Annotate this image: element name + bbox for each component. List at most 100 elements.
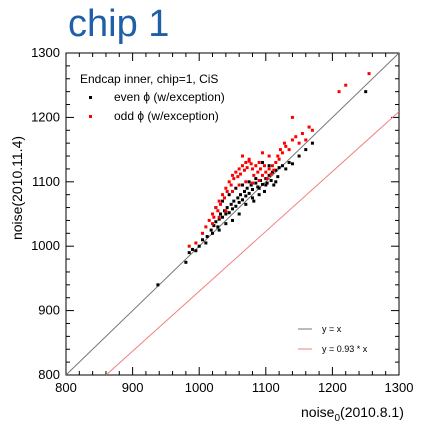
point-odd — [227, 180, 231, 184]
point-odd — [304, 138, 308, 142]
point-odd — [244, 180, 248, 184]
point-odd — [257, 179, 261, 183]
point-even — [267, 164, 271, 168]
point-odd — [249, 162, 253, 166]
point-odd — [204, 225, 208, 229]
point-odd — [244, 160, 248, 164]
point-even — [262, 189, 266, 193]
x-axis-label-main: noise — [301, 404, 335, 420]
line-identity — [66, 53, 399, 375]
point-even — [187, 251, 191, 255]
point-even — [234, 204, 238, 208]
point-odd — [225, 189, 229, 193]
y-tick-label: 1100 — [32, 174, 60, 189]
point-odd — [250, 181, 254, 185]
point-odd — [238, 172, 242, 176]
point-even — [184, 260, 188, 264]
point-odd — [256, 170, 260, 174]
point-even — [276, 175, 280, 179]
y-axis-label: noise(2010.11.4) — [9, 136, 25, 240]
point-odd — [272, 168, 276, 172]
point-even — [232, 199, 236, 203]
point-even — [310, 141, 314, 145]
point-even — [234, 186, 238, 190]
point-odd — [276, 154, 280, 158]
point-even — [270, 170, 274, 174]
point-even — [280, 164, 284, 168]
point-even — [237, 200, 241, 204]
point-odd — [267, 167, 271, 171]
point-odd — [247, 159, 251, 163]
x-tick-label: 1300 — [385, 380, 414, 395]
point-even — [290, 162, 294, 166]
point-odd — [201, 231, 205, 235]
point-even — [265, 181, 269, 185]
point-odd — [344, 83, 348, 87]
legend-title: Endcap inner, chip=1, CiS — [80, 72, 218, 86]
point-even — [237, 212, 241, 216]
x-axis-label: noise0(2010.8.1) — [301, 404, 404, 424]
reference-lines — [66, 53, 399, 375]
point-even — [260, 182, 264, 186]
point-odd — [297, 141, 301, 145]
axis-ticks — [65, 52, 400, 376]
point-even — [245, 186, 249, 190]
y-tick-label: 1300 — [31, 45, 60, 60]
point-odd — [290, 115, 294, 119]
point-even — [257, 193, 261, 197]
point-even — [214, 220, 218, 224]
x-tick-label: 800 — [55, 380, 77, 395]
point-odd — [278, 148, 282, 152]
point-odd — [211, 222, 215, 226]
legend-label-identity: y = x — [322, 324, 342, 334]
point-even — [212, 224, 216, 228]
point-even — [191, 247, 195, 251]
legend-bottom: y = x y = 0.93 * x — [298, 324, 368, 354]
point-odd — [232, 177, 236, 181]
point-odd — [270, 164, 274, 168]
point-even — [267, 173, 271, 177]
plot-frame — [65, 52, 400, 376]
point-even — [272, 183, 276, 187]
point-odd — [269, 172, 273, 176]
point-even — [252, 199, 256, 203]
point-even — [227, 211, 231, 215]
point-even — [287, 160, 291, 164]
x-tick-label: 1000 — [185, 380, 214, 395]
point-even — [297, 154, 301, 158]
point-even — [260, 160, 264, 164]
legend-label-odd: odd ϕ (w/exception) — [114, 109, 219, 123]
point-even — [244, 194, 248, 198]
point-odd — [214, 206, 218, 210]
point-odd — [212, 215, 216, 219]
point-odd — [337, 90, 341, 94]
point-even — [254, 181, 258, 185]
point-even — [219, 212, 223, 216]
point-odd — [231, 173, 234, 177]
point-even — [274, 168, 278, 172]
point-odd — [262, 164, 266, 168]
point-even — [194, 249, 198, 253]
point-even — [221, 199, 225, 203]
point-odd — [187, 244, 191, 248]
point-even — [240, 198, 244, 202]
point-even — [236, 196, 240, 200]
point-even — [238, 193, 242, 197]
point-even — [229, 202, 233, 206]
point-odd — [242, 168, 246, 172]
x-tick-label: 1100 — [252, 380, 280, 395]
point-even — [231, 207, 234, 211]
point-odd — [267, 154, 271, 158]
point-odd — [277, 157, 281, 161]
point-even — [284, 167, 288, 171]
point-odd — [216, 209, 220, 213]
y-tick-label: 800 — [38, 367, 60, 382]
point-even — [217, 217, 221, 221]
point-even — [269, 179, 273, 183]
point-odd — [211, 212, 215, 216]
x-tick-label: 900 — [122, 380, 144, 395]
point-odd — [300, 132, 304, 135]
point-even — [264, 183, 268, 187]
point-even — [274, 180, 278, 184]
